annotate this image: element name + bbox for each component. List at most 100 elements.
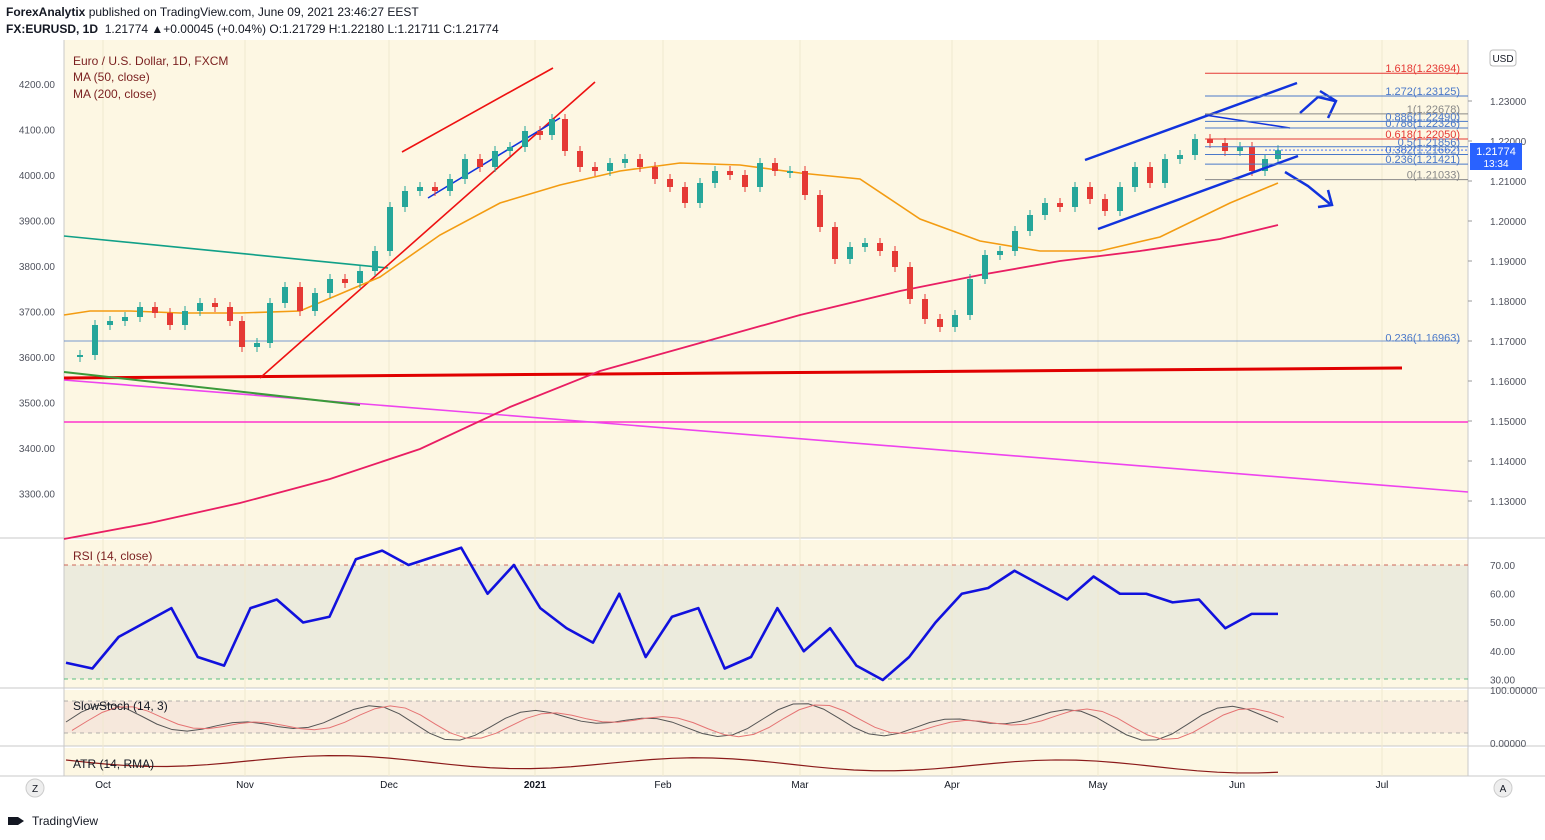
right-tick-label: 1.13000 xyxy=(1490,497,1527,508)
down-arrow-icon xyxy=(1284,170,1331,205)
up-arrow-icon xyxy=(1299,95,1336,114)
candle-body xyxy=(1132,167,1138,187)
candle-body xyxy=(982,255,988,279)
candle-body xyxy=(77,355,83,357)
candle-body xyxy=(1207,139,1213,143)
candle-body xyxy=(607,163,613,171)
right-tick-label: 1.19000 xyxy=(1490,257,1527,268)
x-tick-label: 2021 xyxy=(524,780,547,791)
candle-body xyxy=(254,343,260,347)
legend-title: Euro / U.S. Dollar, 1D, FXCM xyxy=(73,54,228,68)
candle-body xyxy=(787,171,793,173)
fib-label: 1.618(1.23694) xyxy=(1385,63,1460,75)
candle-body xyxy=(1102,199,1108,211)
candle-body xyxy=(727,171,733,175)
candle-body xyxy=(122,317,128,321)
fib-label: 0.5(1.21856) xyxy=(1398,137,1460,149)
candle-body xyxy=(282,287,288,303)
candle-body xyxy=(1087,187,1093,199)
left-tick-label: 3400.00 xyxy=(19,444,56,455)
ma200-line xyxy=(63,224,1279,540)
fib-label: 0.236(1.21421) xyxy=(1385,154,1460,166)
ma50-line xyxy=(63,162,1279,316)
red-channel-upper xyxy=(401,67,554,153)
candle-body xyxy=(1042,203,1048,215)
candle-body xyxy=(712,171,718,183)
publisher-name[interactable]: ForexAnalytix xyxy=(6,5,86,19)
candle-body xyxy=(462,159,468,179)
candle-body xyxy=(652,167,658,179)
right-tick-label: 1.23000 xyxy=(1490,97,1527,108)
candle-body xyxy=(327,279,333,293)
candle-body xyxy=(152,307,158,313)
candle-body xyxy=(297,287,303,311)
stoch-d-line xyxy=(71,704,1285,740)
stoch-tick-label: 100.00000 xyxy=(1490,686,1538,697)
fib-label: 0.618(1.22050) xyxy=(1385,129,1460,141)
main-pane xyxy=(64,40,1468,538)
candle-body xyxy=(507,147,513,151)
candle-body xyxy=(357,271,363,283)
current-price-label: 1.21774 xyxy=(1476,146,1516,158)
x-tick-label: Jun xyxy=(1229,780,1245,791)
x-tick-label: Apr xyxy=(944,780,960,791)
left-tick-label: 3500.00 xyxy=(19,399,56,410)
candle-body xyxy=(92,325,98,355)
candle-body xyxy=(1027,215,1033,231)
right-tick-label: 1.20000 xyxy=(1490,217,1527,228)
down-arrowhead-icon xyxy=(1317,189,1334,209)
right-tick-label: 1.22000 xyxy=(1490,137,1527,148)
symbol-label[interactable]: FX:EURUSD, 1D xyxy=(6,22,99,36)
x-tick-label: Oct xyxy=(95,780,111,791)
candle-body xyxy=(622,159,628,163)
candle-body xyxy=(1249,147,1255,171)
candle-body xyxy=(832,227,838,259)
candle-body xyxy=(1262,159,1268,171)
rsi-line xyxy=(65,546,1278,682)
green-trendline xyxy=(63,371,361,406)
candle-body xyxy=(212,303,218,307)
candle-body xyxy=(937,319,943,327)
candle-body xyxy=(197,303,203,311)
candle-body xyxy=(1012,231,1018,251)
left-tick-label: 3600.00 xyxy=(19,353,56,364)
fib-label: 1.272(1.23125) xyxy=(1385,86,1460,98)
candle-body xyxy=(562,119,568,151)
left-tick-label: 4200.00 xyxy=(19,80,56,91)
right-tick-label: 1.15000 xyxy=(1490,417,1527,428)
candle-body xyxy=(167,313,173,325)
candle-body xyxy=(537,131,543,135)
a-button xyxy=(1493,778,1513,798)
rsi-tick-label: 70.00 xyxy=(1490,561,1515,572)
right-tick-label: 1.17000 xyxy=(1490,337,1527,348)
candle-body xyxy=(967,279,973,315)
price-badge xyxy=(1470,143,1522,170)
candle-body xyxy=(952,315,958,327)
atr-pane-label: ATR (14, RMA) xyxy=(73,757,154,771)
ohlc-values: 1.21774 ▲+0.00045 (+0.04%) O:1.21729 H:1… xyxy=(104,22,499,36)
up-arrowhead-icon xyxy=(1319,89,1338,119)
candle-body xyxy=(492,151,498,167)
candle-body xyxy=(1162,159,1168,183)
right-tick-label: 1.14000 xyxy=(1490,457,1527,468)
candle-body xyxy=(667,179,673,187)
stoch-tick-label: 0.00000 xyxy=(1490,739,1527,750)
x-tick-label: Feb xyxy=(654,780,672,791)
footer-brand[interactable]: TradingView xyxy=(32,814,99,828)
rsi-tick-label: 40.00 xyxy=(1490,647,1515,658)
fib-label: 0(1.21033) xyxy=(1407,170,1460,182)
legend-ma200: MA (200, close) xyxy=(73,87,156,101)
candles-group xyxy=(77,114,1281,362)
z-button-label[interactable]: Z xyxy=(32,784,38,795)
candle-body xyxy=(402,191,408,207)
candle-body xyxy=(107,321,113,325)
currency-label[interactable]: USD xyxy=(1492,54,1513,65)
fib-label: 0.886(1.22490) xyxy=(1385,111,1460,123)
x-tick-label: Mar xyxy=(791,780,809,791)
candle-body xyxy=(847,247,853,259)
right-tick-label: 1.18000 xyxy=(1490,297,1527,308)
candle-body xyxy=(817,195,823,227)
a-button-label[interactable]: A xyxy=(1500,784,1507,795)
left-tick-label: 3300.00 xyxy=(19,490,56,501)
